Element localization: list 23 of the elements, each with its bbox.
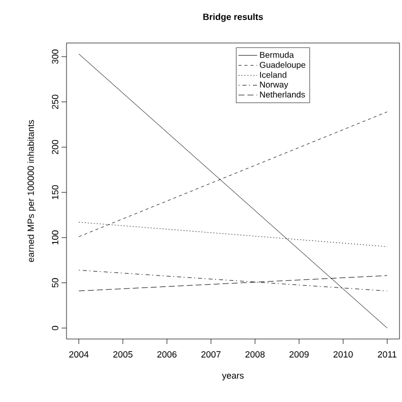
- x-axis-title: years: [222, 374, 244, 380]
- y-tick-label: 300: [52, 50, 58, 64]
- y-tick-label: 0: [52, 326, 58, 330]
- chart-title: Bridge results: [203, 13, 263, 22]
- y-axis-title: earned MPs per 100000 inhabitants: [27, 120, 36, 262]
- legend-label: Netherlands: [260, 91, 305, 98]
- x-tick-label: 2011: [378, 351, 396, 358]
- x-tick-label: 2010: [334, 351, 353, 358]
- x-tick-label: 2006: [157, 351, 177, 358]
- x-tick-label: 2005: [113, 351, 133, 358]
- legend-label: Iceland: [260, 72, 286, 78]
- legend-label: Norway: [260, 82, 288, 90]
- y-tick-label: 200: [52, 140, 58, 154]
- legend-label: Bermuda: [260, 52, 294, 58]
- legend-label: Guadeloupe: [260, 62, 306, 70]
- y-tick-label: 100: [52, 230, 58, 244]
- y-tick-label: 250: [52, 94, 58, 109]
- x-tick-label: 2009: [290, 351, 309, 358]
- y-tick-label: 50: [52, 278, 58, 288]
- x-tick-label: 2007: [201, 351, 221, 358]
- y-tick-label: 150: [52, 185, 58, 200]
- x-tick-label: 2004: [69, 351, 89, 358]
- x-tick-label: 2008: [245, 351, 265, 358]
